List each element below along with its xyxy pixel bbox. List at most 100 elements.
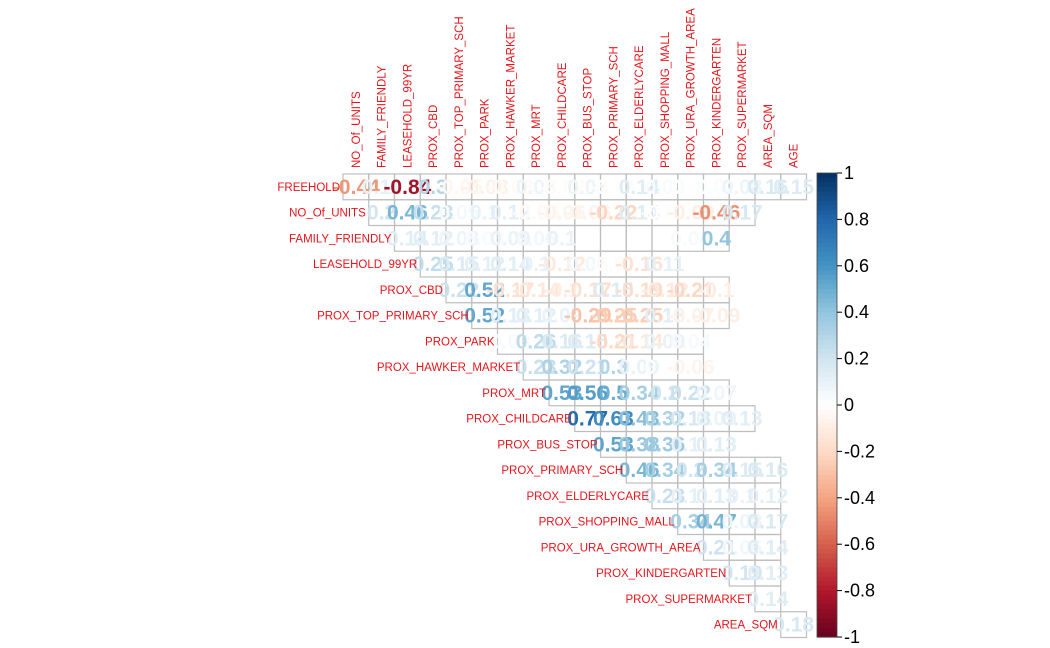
colorbar-segment xyxy=(817,544,837,550)
cell-value: 0.12 xyxy=(516,305,557,328)
colorbar-tick-label: 0.2 xyxy=(844,349,869,369)
colorbar-segment xyxy=(817,572,837,578)
grid-cell xyxy=(780,173,808,201)
row-label: PROX_MRT xyxy=(482,388,546,400)
cell-value: 0.12 xyxy=(413,227,454,250)
column-label: PROX_TOP_PRIMARY_SCH xyxy=(454,16,466,168)
cell-value: 0.17 xyxy=(722,202,763,225)
colorbar-segment xyxy=(817,511,837,517)
colorbar-segment xyxy=(817,581,837,587)
cell-value: 0.3 xyxy=(419,176,448,199)
row-label: LEASEHOLD_99YR xyxy=(313,259,417,271)
cell-value: 0.23 xyxy=(644,485,685,508)
colorbar-segment xyxy=(817,196,837,202)
cell-value: 0.21 xyxy=(567,356,608,379)
cell-value: 0.46 xyxy=(387,202,428,225)
cell-value: 0.08 xyxy=(722,511,763,534)
colorbar-segment xyxy=(817,224,837,230)
cell-value: -0.46 xyxy=(692,202,740,225)
cell-value: 0.2 xyxy=(676,459,705,482)
grid-cell xyxy=(728,405,756,433)
row-label: PROX_PRIMARY_SCH xyxy=(501,465,623,477)
colorbar-segment xyxy=(817,214,837,220)
cell-value: -0.1 xyxy=(698,279,735,302)
column-labels: NO_Of_UNITS FAMILY_FRIENDLY LEASEHOLD_99YR… xyxy=(351,8,801,168)
cell-value: 0.5 xyxy=(599,382,629,405)
colorbar-tick-label: 0.8 xyxy=(844,209,869,229)
colorbar-segment xyxy=(817,191,837,197)
row-label: PROX_CBD xyxy=(380,285,443,297)
cell-value: 0.03 xyxy=(644,176,685,199)
colorbar-segment xyxy=(817,590,837,596)
colorbar-segment xyxy=(817,233,837,239)
cell-value: 0.01 xyxy=(670,176,711,199)
cell-value: -0.1 xyxy=(544,279,581,302)
colorbar-segment xyxy=(817,516,837,522)
cell-value: 0.04 xyxy=(670,330,711,353)
cell-value: -0.12 xyxy=(538,253,586,276)
cell-value: 0.17 xyxy=(747,511,788,534)
cell-value: 0.15 xyxy=(438,253,479,276)
cell-value: 0.36 xyxy=(644,433,685,456)
colorbar-segment xyxy=(817,488,837,494)
colorbar-segment xyxy=(817,474,837,480)
cell-value: 0.05 xyxy=(438,202,479,225)
colorbar-segment xyxy=(817,534,837,541)
cell-value: 0.32 xyxy=(541,356,582,379)
colorbar-segment xyxy=(817,312,837,318)
colorbar-segment xyxy=(817,335,837,341)
colorbar-tick-label: 0 xyxy=(844,395,854,415)
cell-value: 0.13 xyxy=(490,305,531,328)
colorbar-segment xyxy=(817,367,837,374)
colorbar-segment xyxy=(817,451,837,457)
colorbar: 1 0.8 0.6 0.4 0.2 0 -0.2 -0.4 -0.6 -0.8 -1 xyxy=(816,163,875,647)
cell-value: 0.56 xyxy=(567,382,608,405)
cell-value: 0.06 xyxy=(567,253,608,276)
cell-value: -0.05 xyxy=(435,176,483,199)
cell-value: 0.77 xyxy=(567,408,608,431)
grid-lines xyxy=(342,173,808,639)
cell-value: 0 xyxy=(659,227,671,250)
cell-value: 0.12 xyxy=(490,202,531,225)
colorbar-segment xyxy=(817,251,837,258)
colorbar-segment xyxy=(817,599,837,606)
cell-value: 0.16 xyxy=(747,459,788,482)
cell-value: -0.16 xyxy=(615,253,663,276)
cell-value: 0.18 xyxy=(773,614,814,637)
colorbar-segment xyxy=(817,483,837,490)
colorbar-segment xyxy=(817,414,837,420)
cell-value: 0.06 xyxy=(516,227,557,250)
cell-value: -0.06 xyxy=(538,202,586,225)
cell-value: 0.07 xyxy=(696,382,737,405)
cell-value: 0.13 xyxy=(722,408,763,431)
cell-value: 0.23 xyxy=(516,356,557,379)
cell-value: 0.03 xyxy=(490,330,531,353)
cell-value: -0.08 xyxy=(461,176,509,199)
colorbar-segment xyxy=(817,507,837,513)
colorbar-segment xyxy=(817,521,837,527)
cell-value: 0.34 xyxy=(696,459,737,482)
cell-value: 0.4 xyxy=(702,227,732,250)
column-label: PROX_KINDERGARTEN xyxy=(711,38,723,168)
cell-value: 0.16 xyxy=(541,330,582,353)
row-label: PROX_PARK xyxy=(425,336,495,348)
cell-value: -0.06 xyxy=(564,202,612,225)
cell-value: 0.47 xyxy=(696,511,737,534)
colorbar-segment xyxy=(817,177,837,183)
cell-value: 0.38 xyxy=(619,433,660,456)
cell-value: -0.01 xyxy=(589,176,637,199)
colorbar-segment xyxy=(817,265,837,272)
cell-value: 0.13 xyxy=(696,433,737,456)
colorbar-segment xyxy=(817,558,837,564)
cell-value: 0.53 xyxy=(541,382,582,405)
cell-value: 0.04 xyxy=(670,227,711,250)
column-label: PROX_CBD xyxy=(428,105,440,168)
cell-value: -0.17 xyxy=(564,279,612,302)
column-label: PROX_MRT xyxy=(531,104,543,168)
row-label: PROX_TOP_PRIMARY_SCH xyxy=(317,311,469,323)
row-label: AREA_SQM xyxy=(714,620,778,632)
cell-value: 0.15 xyxy=(722,459,763,482)
cell-value: 0.03 xyxy=(464,227,505,250)
cell-value: -0.21 xyxy=(589,330,637,353)
cell-value: 0.08 xyxy=(438,227,479,250)
